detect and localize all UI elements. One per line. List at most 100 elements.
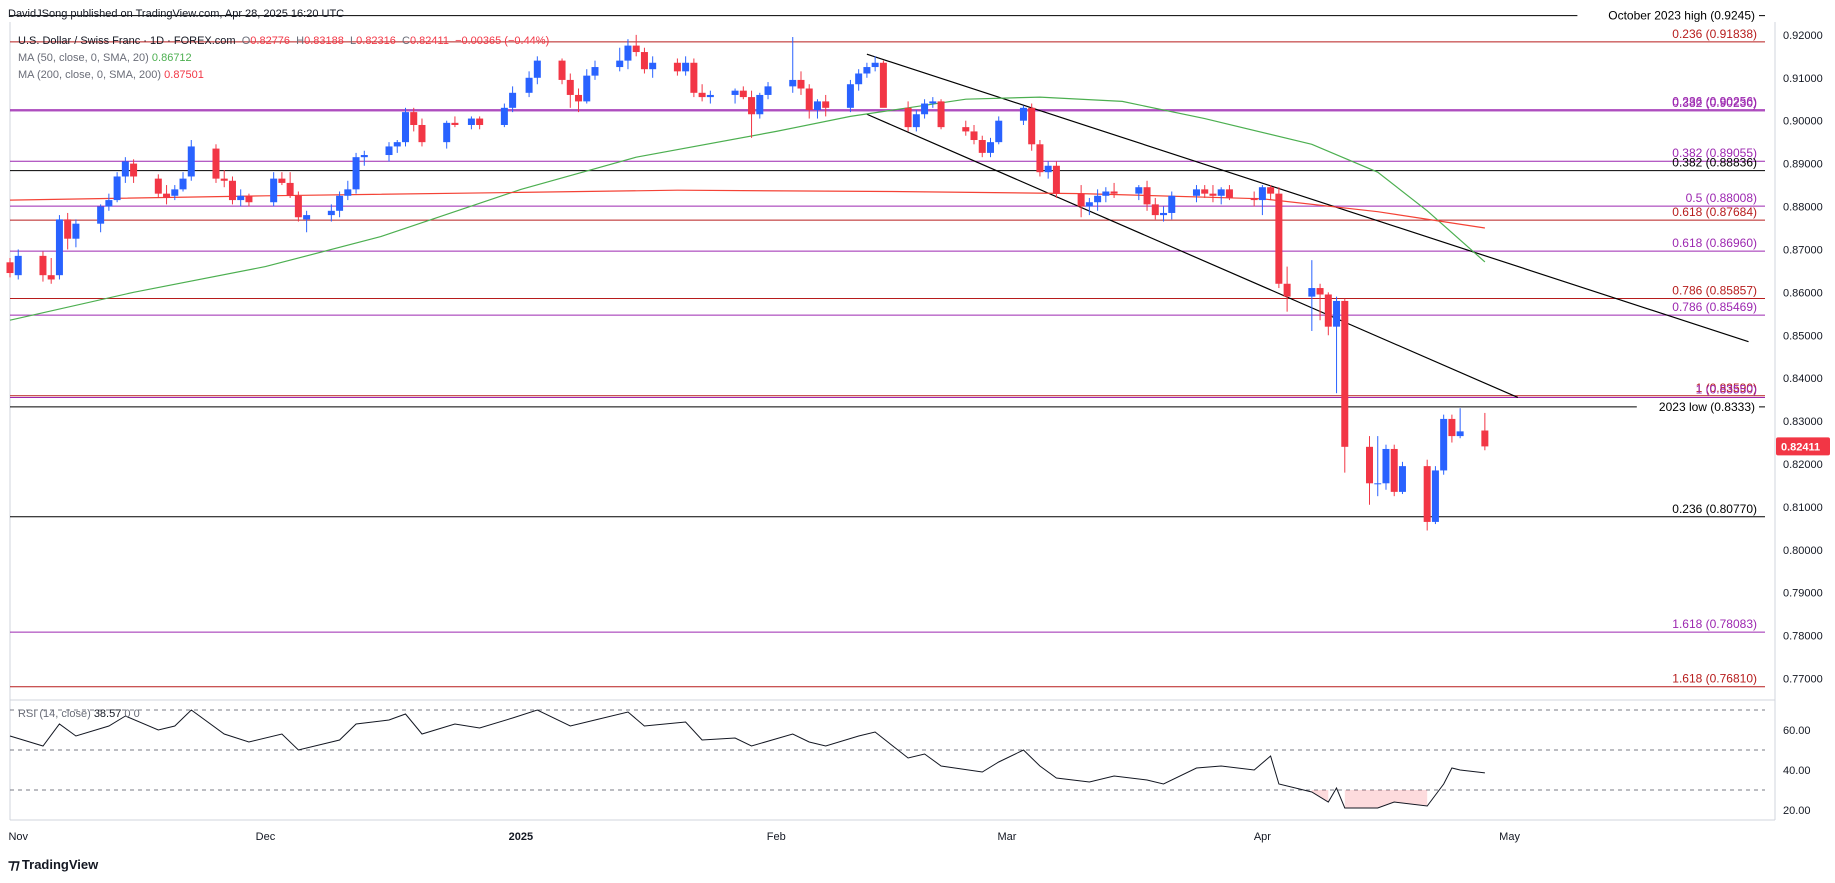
candle-body (1225, 189, 1233, 198)
ma200-label: MA (200, close, 0, SMA, 200) (18, 69, 162, 81)
candle-body (1110, 191, 1118, 194)
candle-body (690, 62, 698, 93)
fib-level-label: 1.618 (0.76810) (1672, 672, 1757, 686)
candle-body (748, 97, 756, 115)
time-tick-label: 2025 (509, 831, 533, 843)
candle-body (360, 155, 368, 158)
candle-body (467, 118, 475, 125)
price-tick-label: 0.86000 (1783, 287, 1823, 299)
price-tick-label: 0.77000 (1783, 674, 1823, 686)
ma50-legend[interactable]: MA (50, close, 0, SMA, 20) 0.86712 (18, 52, 192, 64)
high-label: H (296, 35, 305, 47)
fib-level-label: 0.236 (0.91838) (1672, 27, 1757, 41)
tradingview-logo[interactable]: ⁊⁊ TradingView (8, 856, 98, 873)
candle-body (929, 101, 937, 104)
candle-body (632, 45, 640, 53)
candle-body (525, 77, 533, 93)
candle-body (558, 60, 566, 80)
close-value: 0.82411 (409, 35, 449, 47)
rsi-tick-label: 20.00 (1783, 805, 1811, 817)
candle-body (228, 180, 236, 201)
fib-level-label: 0.786 (0.85857) (1672, 283, 1757, 297)
candle-body (533, 60, 541, 78)
low-label: L (350, 35, 357, 47)
candle-body (121, 161, 129, 177)
candle-body (1019, 107, 1027, 121)
candle-body (163, 193, 171, 198)
candle-body (640, 52, 648, 70)
candle-body (1077, 193, 1085, 207)
rsi-label: RSI (14, close) (18, 708, 91, 720)
candle-body (863, 67, 871, 74)
candle-body (1423, 466, 1431, 522)
candle-body (393, 142, 401, 147)
candle-body (855, 73, 863, 85)
candle-body (624, 45, 632, 61)
candle-body (64, 219, 72, 239)
candle-body (739, 90, 747, 98)
price-tick-label: 0.79000 (1783, 588, 1823, 600)
candle-body (1481, 430, 1489, 447)
key-level-label-bg (1636, 398, 1759, 414)
ma50-value: 0.86712 (151, 52, 192, 64)
key-level-label: October 2023 high (0.9245) (1608, 9, 1755, 23)
candle-body (294, 195, 302, 218)
candle-body (476, 118, 484, 125)
candle-body (327, 210, 335, 216)
candle-body (1028, 107, 1036, 145)
ma200-legend[interactable]: MA (200, close, 0, SMA, 200) 0.87501 (18, 69, 204, 81)
candle-body (237, 195, 245, 201)
candle-body (846, 84, 854, 108)
candle-body (1201, 189, 1209, 194)
candle-body (970, 131, 978, 141)
candle-body (1341, 300, 1349, 447)
fib-level-label: 1.618 (0.78083) (1672, 617, 1757, 631)
candle-body (1258, 187, 1266, 201)
symbol-legend: U.S. Dollar / Swiss Franc · 1D · FOREX.c… (18, 35, 549, 47)
price-tick-label: 0.85000 (1783, 330, 1823, 342)
last-price-tag (1776, 437, 1830, 456)
candle-body (912, 114, 920, 128)
candle-body (352, 157, 360, 190)
candle-body (220, 178, 228, 181)
candle-body (509, 92, 517, 108)
channel-trendline (866, 113, 1519, 399)
tradingview-logo-icon: ⁊⁊ (8, 856, 20, 872)
candle-body (986, 142, 994, 153)
high-value: 0.83188 (304, 35, 344, 47)
channel-trendline (866, 53, 1749, 343)
price-tick-label: 0.84000 (1783, 373, 1823, 385)
candle-body (130, 163, 138, 177)
candle-body (451, 122, 459, 125)
ma200-value: 0.87501 (164, 69, 204, 81)
price-tick-label: 0.91000 (1783, 73, 1823, 85)
price-tick-label: 0.78000 (1783, 631, 1823, 643)
candle-body (1382, 448, 1390, 484)
key-level-label: 2023 low (0.8333) (1659, 400, 1755, 414)
fib-level-label: 0.786 (0.85469) (1672, 300, 1757, 314)
candle-body (500, 107, 508, 125)
rsi-extra: 0 0 (124, 708, 140, 720)
price-tick-label: 0.80000 (1783, 545, 1823, 557)
candle-body (764, 86, 772, 95)
price-tick-label: 0.87000 (1783, 244, 1823, 256)
candle-body (105, 200, 113, 207)
open-label: O (241, 35, 251, 47)
rsi-legend[interactable]: RSI (14, close) 38.57 0 0 (18, 708, 140, 720)
candle-body (575, 94, 583, 102)
candle-body (731, 90, 739, 95)
candle-body (1209, 193, 1217, 196)
rsi-tick-label: 40.00 (1783, 765, 1811, 777)
time-tick-label: May (1499, 831, 1520, 843)
candle-body (813, 101, 821, 110)
candle-body (39, 255, 47, 276)
symbol-name[interactable]: U.S. Dollar / Swiss Franc · 1D · FOREX.c… (18, 35, 236, 47)
candle-body (303, 215, 311, 220)
price-tick-label: 0.90000 (1783, 116, 1823, 128)
candle-body (995, 120, 1003, 143)
candle-body (14, 255, 22, 276)
candle-body (212, 148, 220, 179)
candle-body (591, 67, 599, 76)
ma50-label: MA (50, close, 0, SMA, 20) (18, 52, 149, 64)
